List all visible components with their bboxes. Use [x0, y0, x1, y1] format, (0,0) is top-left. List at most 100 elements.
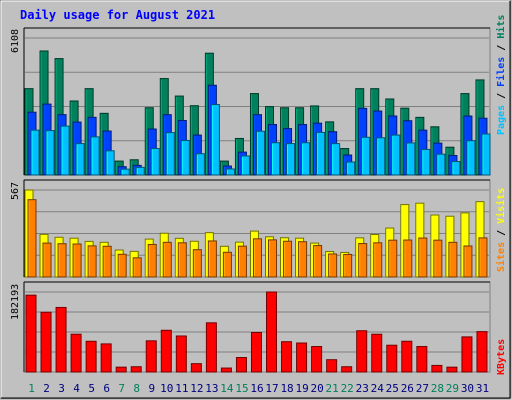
bar-pages-1 — [30, 129, 40, 176]
day-label-29: 29 — [446, 382, 459, 395]
day-label-28: 28 — [431, 382, 444, 395]
bar-pages-12 — [195, 153, 205, 176]
bar-kbytes-28 — [431, 364, 443, 373]
bar-kbytes-19 — [296, 342, 308, 373]
bar-pages-8 — [135, 166, 145, 176]
bar-pages-29 — [451, 161, 461, 176]
day-label-25: 25 — [386, 382, 399, 395]
bar-pages-3 — [60, 125, 70, 176]
bar-sites-8 — [132, 257, 142, 278]
bar-pages-31 — [481, 133, 491, 176]
day-label-12: 12 — [190, 382, 203, 395]
hits-files-pages-panel — [23, 27, 491, 176]
bar-sites-24 — [373, 242, 383, 278]
bar-sites-13 — [207, 240, 217, 278]
visits-legend: Sites / Visits — [495, 188, 507, 272]
bar-sites-16 — [252, 238, 262, 278]
bar-kbytes-24 — [371, 333, 383, 373]
legend-pages: Pages — [496, 105, 507, 135]
bar-sites-9 — [147, 243, 157, 278]
day-label-19: 19 — [295, 382, 308, 395]
bar-sites-20 — [313, 245, 323, 278]
bar-kbytes-13 — [205, 322, 217, 373]
day-label-23: 23 — [356, 382, 369, 395]
bar-kbytes-6 — [100, 343, 112, 373]
day-label-7: 7 — [118, 382, 125, 395]
bar-kbytes-31 — [476, 331, 488, 373]
bar-kbytes-9 — [145, 340, 157, 373]
bar-pages-26 — [406, 142, 416, 176]
bar-pages-30 — [466, 140, 476, 176]
day-label-21: 21 — [326, 382, 339, 395]
bar-sites-31 — [478, 237, 488, 278]
bar-pages-13 — [210, 104, 220, 176]
bar-pages-5 — [90, 136, 100, 176]
bar-sites-28 — [433, 239, 443, 278]
bar-kbytes-30 — [461, 336, 473, 373]
bar-kbytes-11 — [175, 335, 187, 373]
bar-kbytes-14 — [220, 367, 232, 373]
bar-sites-3 — [57, 243, 67, 278]
bar-sites-17 — [268, 239, 278, 278]
bar-kbytes-29 — [446, 366, 458, 373]
bar-pages-18 — [286, 143, 296, 176]
bar-pages-17 — [271, 142, 281, 176]
bar-sites-7 — [117, 253, 127, 278]
bar-pages-14 — [225, 168, 235, 176]
kbytes-panel — [23, 281, 491, 373]
day-label-16: 16 — [250, 382, 263, 395]
chart-title: Daily usage for August 2021 — [20, 8, 215, 22]
bar-pages-21 — [331, 143, 341, 176]
day-label-24: 24 — [371, 382, 385, 395]
day-label-11: 11 — [175, 382, 188, 395]
bar-kbytes-4 — [70, 333, 82, 373]
day-label-20: 20 — [311, 382, 324, 395]
day-label-9: 9 — [148, 382, 155, 395]
day-label-15: 15 — [235, 382, 248, 395]
legend-sites: Sites — [495, 242, 507, 272]
day-label-22: 22 — [341, 382, 354, 395]
bar-kbytes-2 — [40, 311, 52, 373]
bar-kbytes-26 — [401, 340, 413, 373]
legend-files: Files — [495, 57, 507, 87]
bar-sites-29 — [448, 241, 458, 278]
kbytes-ymax-label: 182193 — [10, 284, 21, 320]
bar-pages-2 — [45, 130, 55, 176]
day-label-3: 3 — [58, 382, 65, 395]
bar-sites-12 — [192, 249, 202, 278]
bar-pages-22 — [346, 161, 356, 176]
day-label-13: 13 — [205, 382, 218, 395]
bar-sites-18 — [283, 240, 293, 278]
bar-kbytes-25 — [386, 344, 398, 373]
bar-sites-30 — [463, 245, 473, 278]
bar-kbytes-23 — [356, 330, 368, 373]
day-label-30: 30 — [461, 382, 474, 395]
bar-pages-20 — [316, 131, 326, 176]
bar-sites-19 — [298, 241, 308, 278]
bar-pages-6 — [105, 150, 115, 176]
bar-sites-14 — [222, 251, 232, 278]
day-label-14: 14 — [220, 382, 234, 395]
bar-kbytes-20 — [311, 346, 323, 373]
bar-pages-10 — [165, 132, 175, 176]
bar-pages-15 — [240, 155, 250, 176]
bar-kbytes-18 — [281, 341, 293, 373]
bar-pages-9 — [150, 148, 160, 176]
bar-pages-7 — [120, 168, 130, 176]
legend-kbytes: KBytes — [496, 339, 507, 375]
bar-kbytes-10 — [160, 329, 172, 373]
day-label-8: 8 — [133, 382, 140, 395]
bar-sites-26 — [403, 239, 413, 278]
bar-sites-4 — [72, 243, 82, 278]
day-label-17: 17 — [265, 382, 278, 395]
bar-sites-25 — [388, 239, 398, 278]
bar-sites-6 — [102, 245, 112, 278]
day-label-27: 27 — [416, 382, 429, 395]
bar-kbytes-15 — [235, 357, 247, 373]
bar-kbytes-7 — [115, 366, 127, 373]
kbytes-legend: KBytes — [496, 339, 507, 375]
bar-pages-4 — [75, 143, 85, 176]
hits-legend: Pages / Files / Hits — [495, 15, 507, 135]
bar-pages-25 — [391, 134, 401, 176]
day-label-10: 10 — [160, 382, 173, 395]
